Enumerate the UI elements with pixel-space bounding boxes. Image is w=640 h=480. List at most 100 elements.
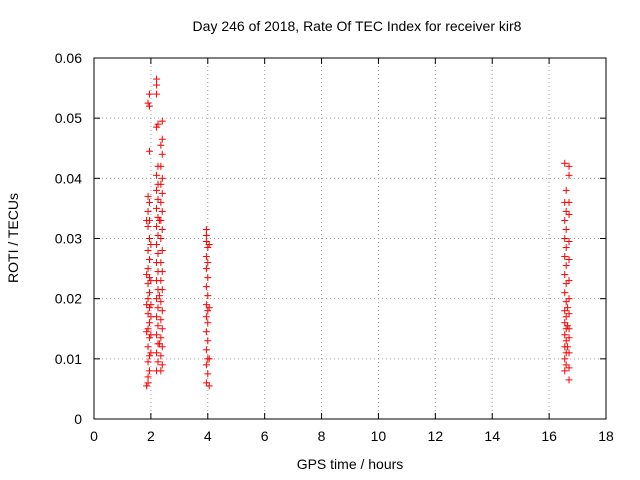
data-point <box>153 186 161 194</box>
y-tick-label: 0 <box>74 411 82 427</box>
y-tick-label: 0.06 <box>55 50 82 66</box>
data-point <box>202 231 210 239</box>
y-tick-label: 0.03 <box>55 231 82 247</box>
data-point <box>153 171 161 179</box>
data-point <box>153 222 161 230</box>
data-point <box>564 343 572 351</box>
data-point <box>561 367 569 375</box>
data-point <box>153 204 161 212</box>
data-point <box>564 304 572 312</box>
data-point <box>565 238 573 246</box>
data-point <box>565 349 573 357</box>
data-point <box>204 319 212 327</box>
data-point <box>158 343 166 351</box>
data-point <box>144 222 152 230</box>
grid-layer <box>94 58 606 419</box>
x-tick-label: 12 <box>428 428 444 444</box>
data-point <box>565 198 573 206</box>
data-point <box>143 271 151 279</box>
data-point <box>564 322 572 330</box>
data-point <box>202 265 210 273</box>
data-point <box>145 198 153 206</box>
data-point <box>145 319 153 327</box>
data-point <box>158 150 166 158</box>
data-point <box>158 207 166 215</box>
x-tick-label: 0 <box>90 428 98 444</box>
data-point <box>565 364 573 372</box>
data-point <box>144 265 152 273</box>
data-point <box>154 322 162 330</box>
data-points <box>143 75 573 390</box>
data-point <box>561 159 569 167</box>
data-point <box>202 301 210 309</box>
data-point <box>158 268 166 276</box>
data-point <box>144 325 152 333</box>
x-tick-label: 18 <box>598 428 614 444</box>
data-point <box>205 355 213 363</box>
data-point <box>145 90 153 98</box>
data-point <box>145 147 153 155</box>
data-point <box>157 198 165 206</box>
data-point <box>157 334 165 342</box>
data-point <box>565 210 573 218</box>
y-tick-label: 0.04 <box>55 170 82 186</box>
data-point <box>565 325 573 333</box>
data-point <box>145 289 153 297</box>
data-point <box>158 325 166 333</box>
data-point <box>205 382 213 390</box>
data-point <box>143 216 151 224</box>
data-point <box>144 207 152 215</box>
data-point <box>204 244 212 252</box>
data-point <box>153 75 161 83</box>
x-tick-label: 2 <box>147 428 155 444</box>
data-point <box>202 346 210 354</box>
data-point <box>154 358 162 366</box>
data-point <box>202 328 210 336</box>
x-axis-label: GPS time / hours <box>297 456 404 472</box>
data-point <box>157 298 165 306</box>
data-point <box>153 331 161 339</box>
data-point <box>562 225 570 233</box>
data-point <box>158 135 166 143</box>
data-point <box>154 231 162 239</box>
data-point <box>561 307 569 315</box>
data-point <box>157 277 165 285</box>
data-point <box>144 280 152 288</box>
x-tick-label: 6 <box>261 428 269 444</box>
x-tick-label: 10 <box>371 428 387 444</box>
data-point <box>157 367 165 375</box>
data-point <box>562 244 570 252</box>
data-point <box>143 382 151 390</box>
data-point <box>562 280 570 288</box>
data-point <box>145 352 153 360</box>
data-point <box>145 367 153 375</box>
data-point <box>565 277 573 285</box>
data-point <box>158 286 166 294</box>
y-tick-label: 0.01 <box>55 351 82 367</box>
data-point <box>565 310 573 318</box>
data-point <box>144 379 152 387</box>
data-point <box>153 123 161 131</box>
data-point <box>154 304 162 312</box>
data-point <box>153 241 161 249</box>
data-point <box>155 292 163 300</box>
data-point <box>204 259 212 267</box>
data-point <box>561 319 569 327</box>
data-point <box>154 213 162 221</box>
data-point <box>565 334 573 342</box>
data-point <box>562 262 570 270</box>
data-point <box>158 117 166 125</box>
data-point <box>205 241 213 249</box>
data-point <box>145 256 153 264</box>
data-point <box>202 379 210 387</box>
data-point <box>202 238 210 246</box>
data-point <box>153 349 161 357</box>
data-point <box>204 370 212 378</box>
data-point <box>154 250 162 258</box>
data-point <box>153 90 161 98</box>
data-point <box>562 313 570 321</box>
x-tick-label: 14 <box>484 428 500 444</box>
data-point <box>153 295 161 303</box>
data-point <box>144 310 152 318</box>
data-point <box>158 361 166 369</box>
